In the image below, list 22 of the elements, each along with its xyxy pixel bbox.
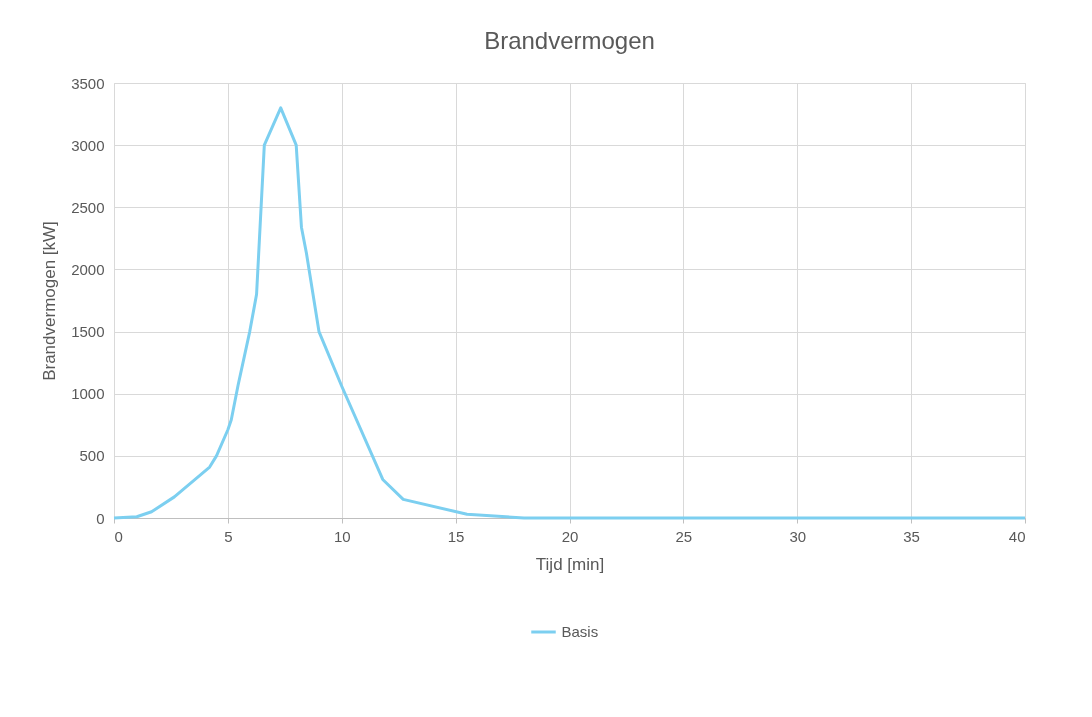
x-tick-label: 10 [333,527,351,545]
y-tick-label: 2500 [71,198,105,216]
x-tick-label: 0 [114,527,123,545]
chart-title: Brandvermogen [484,27,655,54]
y-tick-label: 1000 [71,385,105,403]
y-axis-title: Brandvermogen [kW] [40,221,60,381]
legend-label: Basis [561,623,599,640]
x-tick-label: 25 [675,527,693,545]
x-tick-label: 5 [224,527,233,545]
y-tick-label: 0 [96,509,105,527]
y-tick-label: 1500 [71,323,105,341]
x-tick-label: 40 [1008,527,1026,545]
y-tick-label: 500 [79,447,105,465]
y-tick-label: 2000 [71,260,105,278]
x-tick-label: 35 [903,527,920,545]
x-tick-label: 20 [561,527,579,545]
y-tick-label: 3000 [71,136,105,154]
x-tick-label: 30 [789,527,807,545]
line-series [112,106,1027,520]
x-axis-title: Tijd [min] [535,554,605,574]
x-tick-label: 15 [447,527,465,545]
y-tick-label: 3500 [71,74,105,92]
